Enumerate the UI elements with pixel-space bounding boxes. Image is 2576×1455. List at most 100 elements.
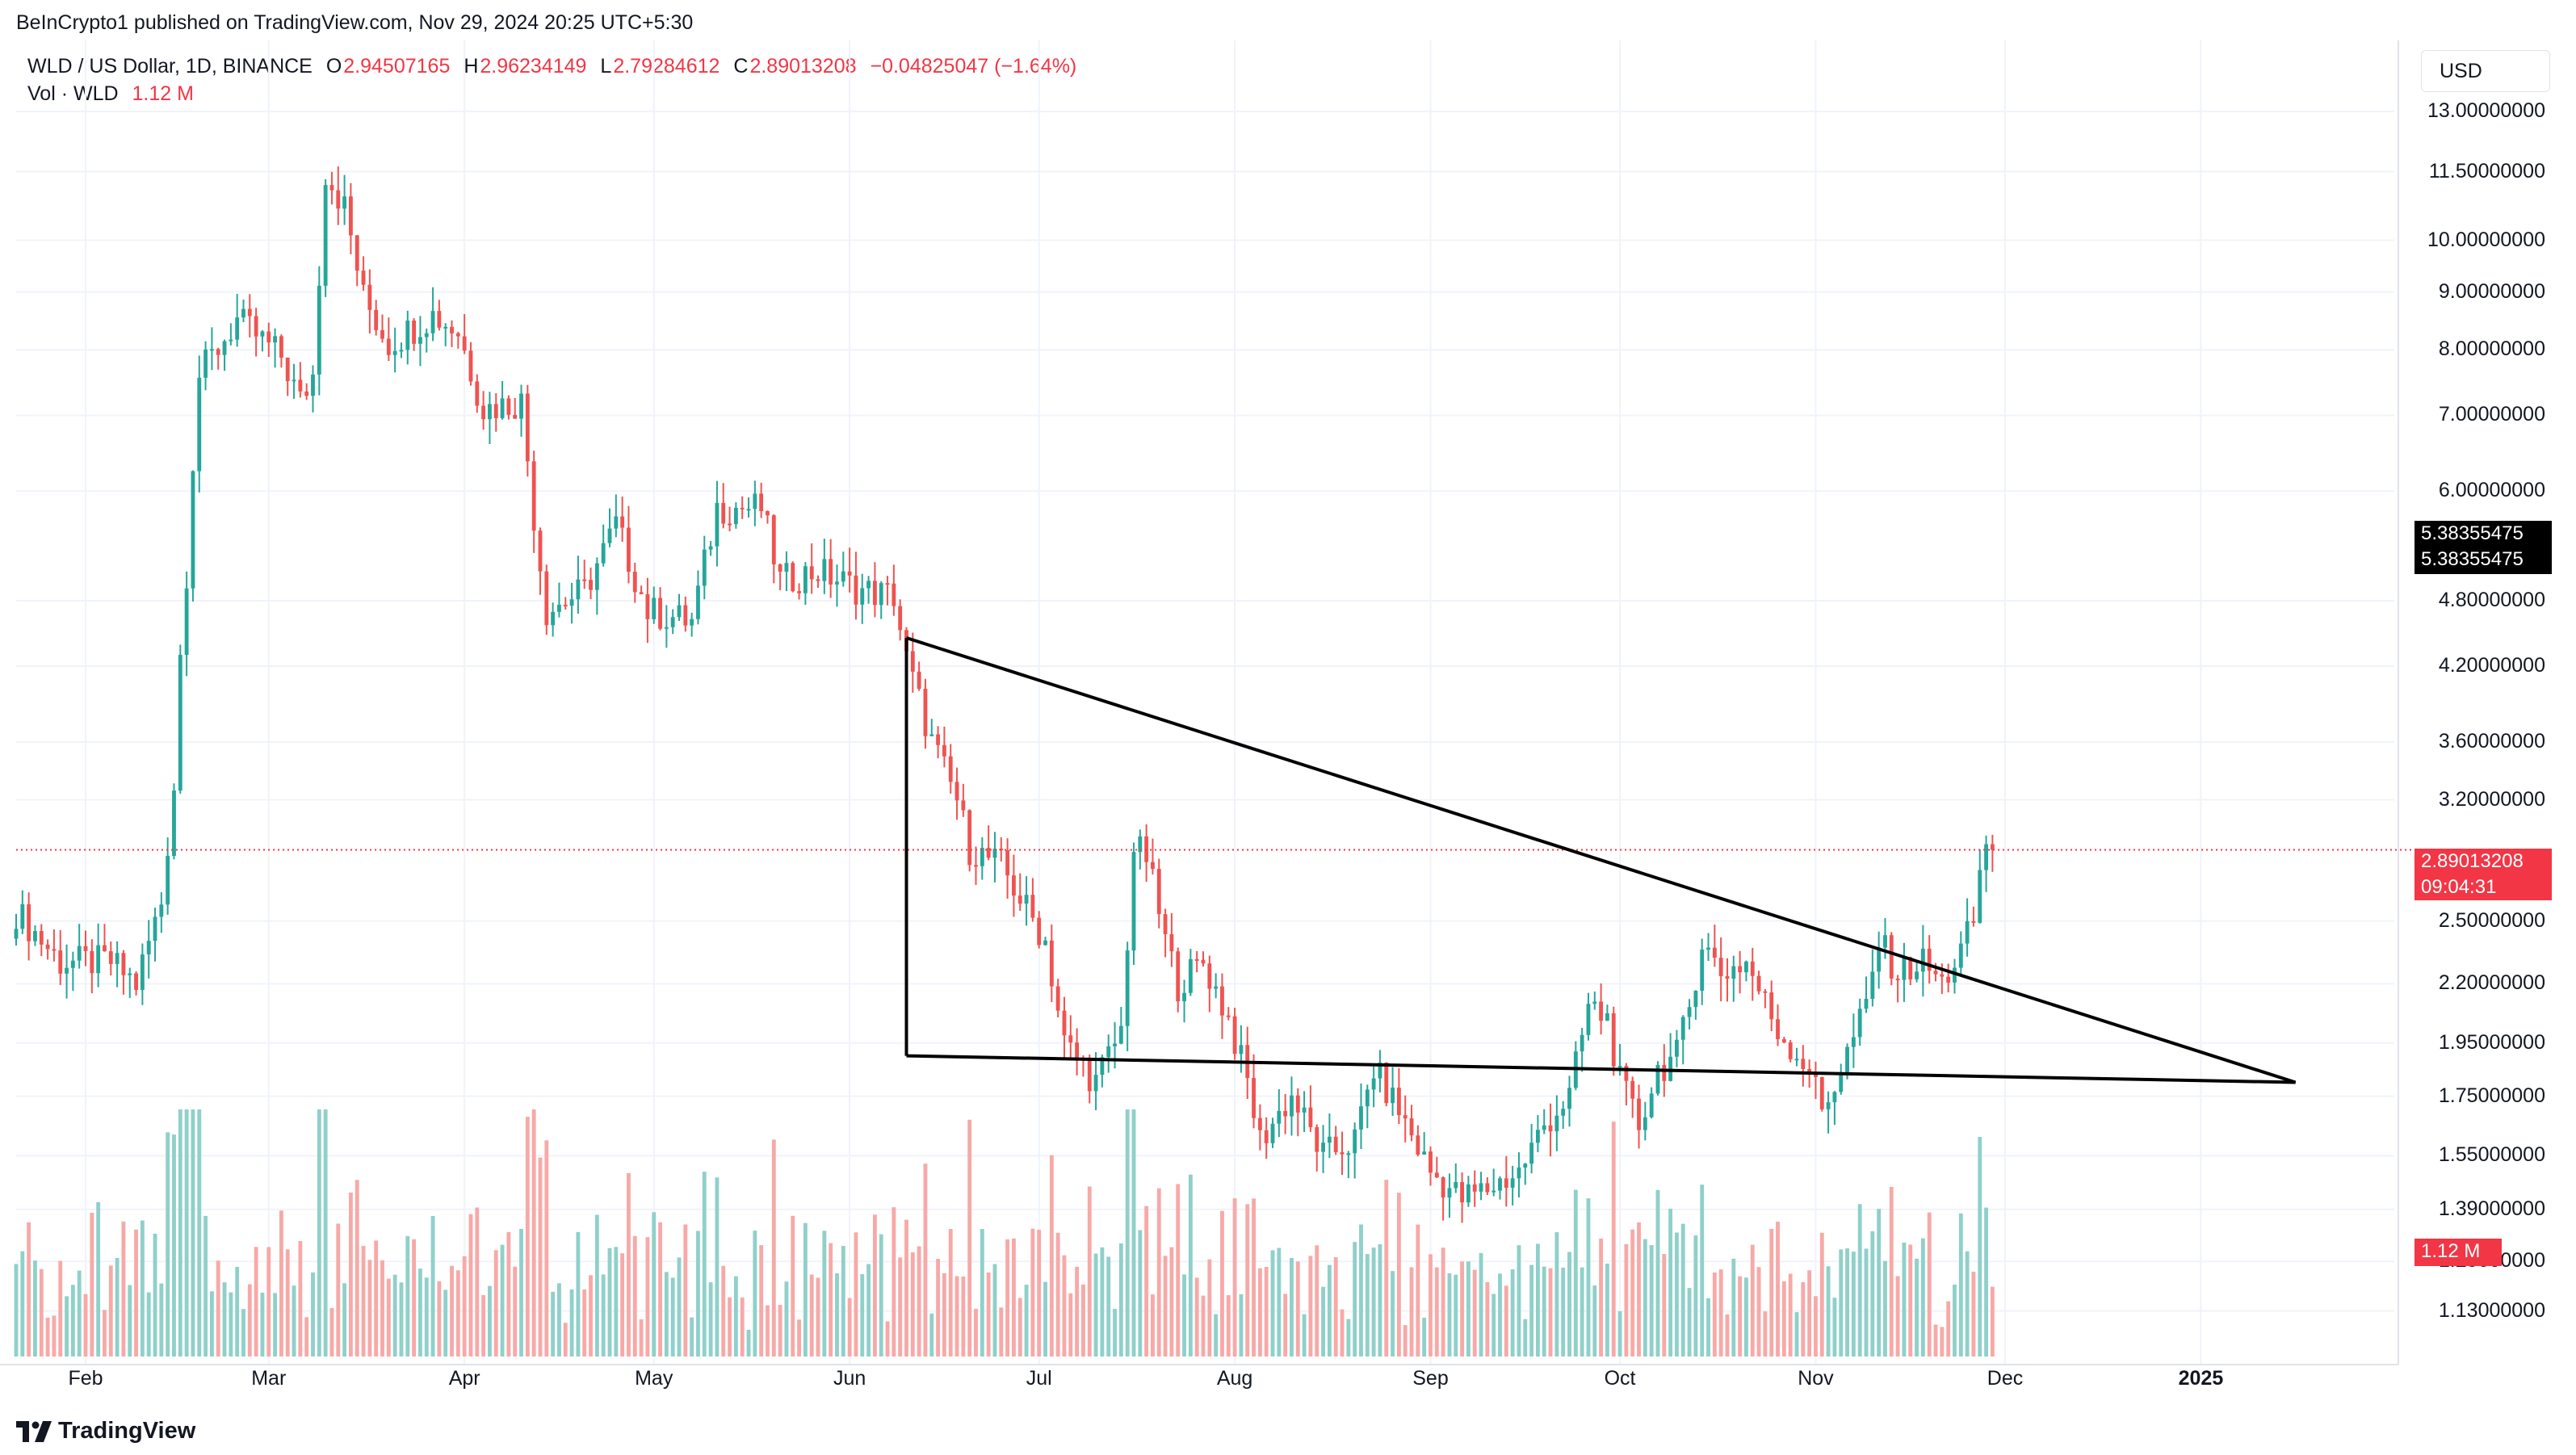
candle-body xyxy=(980,848,984,866)
volume-bar xyxy=(1169,1247,1174,1356)
volume-bar xyxy=(39,1268,44,1356)
currency-selector[interactable]: USD xyxy=(2421,50,2550,92)
volume-bar xyxy=(601,1274,606,1356)
volume-bar xyxy=(1005,1239,1010,1356)
candle-body xyxy=(1447,1188,1452,1198)
volume-bar xyxy=(854,1232,858,1356)
candle-body xyxy=(1965,920,1970,944)
candle-body xyxy=(1870,971,1875,1000)
candle-body xyxy=(594,563,599,590)
volume-bar xyxy=(1870,1231,1875,1356)
volume-bar xyxy=(317,1109,321,1356)
tradingview-brand[interactable]: TradingView xyxy=(16,1418,195,1445)
candle-body xyxy=(1971,920,1976,923)
volume-bar xyxy=(721,1265,726,1356)
volume-bar xyxy=(961,1276,966,1356)
candle-body xyxy=(708,546,713,550)
volume-bar xyxy=(1333,1257,1338,1356)
candle-body xyxy=(1371,1078,1376,1090)
volume-bar xyxy=(1030,1228,1035,1356)
volume-bar xyxy=(1978,1137,1982,1356)
candle-body xyxy=(455,333,460,337)
candle-body xyxy=(1940,974,1945,977)
candle-body xyxy=(500,398,505,418)
candle-body xyxy=(405,320,410,350)
candle-body xyxy=(1617,1066,1622,1068)
symbol-label[interactable]: WLD / US Dollar, 1D, BINANCE xyxy=(27,55,313,78)
candle-body xyxy=(766,511,770,516)
candle-body xyxy=(1277,1110,1282,1124)
volume-bar xyxy=(645,1237,650,1356)
candle-body xyxy=(715,502,720,547)
y-tick-label: 2.50000000 xyxy=(2438,908,2545,932)
volume-bar xyxy=(1731,1258,1736,1356)
candle-body xyxy=(746,509,751,511)
candle-body xyxy=(20,904,25,929)
volume-bar xyxy=(506,1231,511,1356)
trendlines[interactable] xyxy=(16,636,2414,1084)
volume-bar xyxy=(1012,1238,1016,1356)
candle-body xyxy=(70,960,75,968)
volume-bar xyxy=(1257,1268,1262,1356)
volume-bar xyxy=(1214,1314,1219,1356)
candle-body xyxy=(39,931,44,945)
volume-bar xyxy=(1542,1266,1546,1356)
volume-label[interactable]: Vol · WLD xyxy=(27,82,119,105)
candle-body xyxy=(1188,958,1193,993)
horizontal-support-line xyxy=(906,1054,2296,1084)
volume-bar xyxy=(538,1157,543,1356)
volume-bar xyxy=(1573,1189,1578,1356)
candle-body xyxy=(1807,1069,1812,1074)
volume-bar xyxy=(1624,1243,1629,1356)
candle-body xyxy=(1062,1010,1067,1036)
volume-bar xyxy=(1883,1260,1887,1356)
volume-bar xyxy=(468,1214,473,1356)
candle-body xyxy=(430,311,435,333)
candle-body xyxy=(702,549,707,586)
volume-bar xyxy=(1889,1186,1894,1356)
y-tick-label: 10.00000000 xyxy=(2427,228,2545,251)
x-tick-label: Nov xyxy=(1798,1367,1834,1390)
volume-bar xyxy=(1990,1286,1995,1356)
volume-bar xyxy=(829,1243,833,1356)
volume-bar xyxy=(1252,1198,1256,1356)
volume-bar xyxy=(954,1276,959,1356)
volume-bar xyxy=(424,1277,429,1356)
candle-body xyxy=(506,398,511,415)
candle-body xyxy=(260,331,265,337)
volume-bar xyxy=(285,1249,290,1356)
volume-bar xyxy=(1675,1232,1679,1356)
volume-bar xyxy=(140,1220,145,1356)
candle-body xyxy=(1586,1004,1591,1035)
volume-bar xyxy=(1718,1269,1723,1356)
candle-body xyxy=(1826,1102,1831,1109)
volume-bar xyxy=(1794,1312,1799,1356)
x-tick-label: Feb xyxy=(68,1367,103,1390)
candle-body xyxy=(1043,940,1047,946)
volume-bar xyxy=(753,1231,757,1356)
candle-body xyxy=(582,579,587,581)
axes: Feb Mar Apr May Jun Jul Aug Sep Oct Nov Dec 2025 xyxy=(0,40,2399,1390)
volume-bar xyxy=(1680,1223,1685,1356)
volume-bar xyxy=(222,1282,227,1356)
volume-bar xyxy=(455,1270,460,1356)
candle-body xyxy=(974,865,978,867)
candle-body xyxy=(1093,1075,1098,1092)
volume-bar xyxy=(1592,1285,1597,1356)
volume-bar xyxy=(1118,1243,1123,1356)
candle-body xyxy=(1403,1115,1408,1119)
volume-bar xyxy=(1750,1244,1755,1356)
publisher-line: BeInCrypto1 published on TradingView.com… xyxy=(16,11,694,34)
volume-bar xyxy=(380,1260,384,1356)
volume-bar xyxy=(992,1264,997,1356)
candle-body xyxy=(1232,1016,1237,1055)
candle-body xyxy=(759,493,764,512)
candle-body xyxy=(1290,1095,1294,1117)
volume-bar xyxy=(1302,1314,1307,1356)
candle-body xyxy=(670,617,675,627)
volume-bar xyxy=(766,1305,770,1356)
volume-bar xyxy=(58,1260,63,1356)
volume-bar xyxy=(1801,1281,1806,1356)
candle-body xyxy=(1100,1057,1105,1076)
